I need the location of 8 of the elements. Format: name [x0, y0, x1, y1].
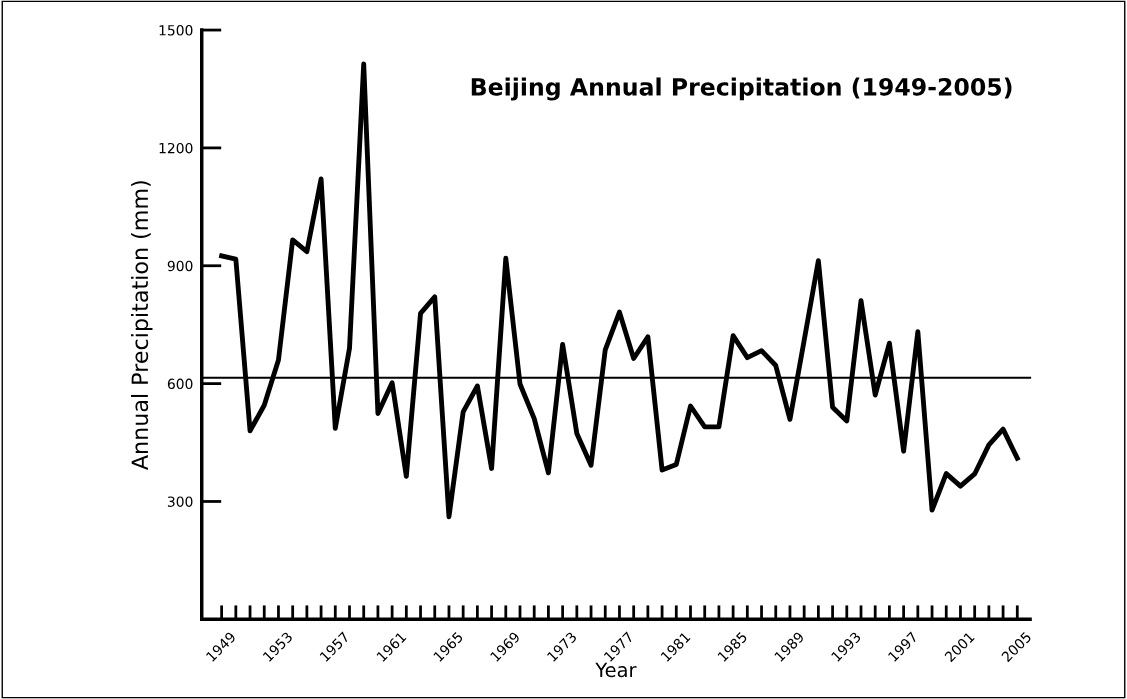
x-axis-title: Year	[595, 662, 637, 678]
y-tick-label: 1200	[159, 142, 193, 154]
y-axis-title: Annual Precipitation (mm)	[130, 181, 153, 470]
y-tick-label: 300	[167, 496, 193, 507]
y-tick-label: 1500	[159, 25, 193, 36]
text: Beijing Annual Precipitation (1949-2005)	[471, 77, 1012, 101]
y-tick-label: 900	[167, 260, 193, 272]
y-tick-label: 600	[167, 378, 193, 390]
